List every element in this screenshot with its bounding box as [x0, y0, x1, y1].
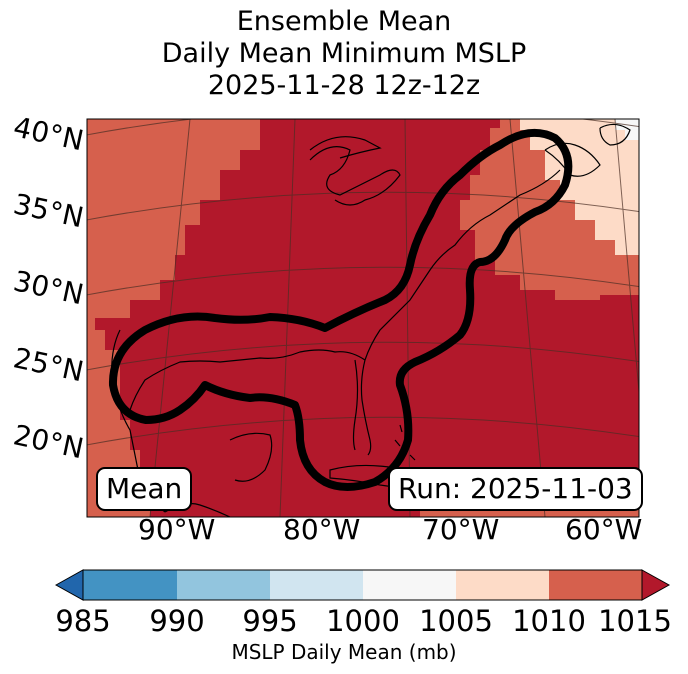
- contour-1010mb: [108, 128, 573, 491]
- pressure-field-above-1015: [87, 119, 639, 517]
- colorbar-995-1000: [270, 570, 363, 600]
- lon-label-70: 70°W: [422, 513, 500, 546]
- coastlines: [111, 123, 631, 517]
- bahamas: [394, 424, 416, 461]
- gulf-coast: [129, 349, 366, 411]
- lon-label-60: 60°W: [565, 513, 643, 546]
- east-coast: [360, 169, 561, 456]
- title-line-1: Ensemble Mean: [236, 6, 452, 37]
- colorbar: [54, 569, 671, 601]
- colorbar-label: MSLP Daily Mean (mb): [231, 640, 457, 664]
- colorbar-tick-1000: 1000: [326, 604, 400, 638]
- colorbar-tick-985: 985: [55, 604, 111, 638]
- colorbar-tick-995: 995: [242, 604, 298, 638]
- title-line-3: 2025-11-28 12z-12z: [207, 70, 481, 101]
- florida: [352, 359, 359, 451]
- colorbar-985-990: [83, 570, 177, 600]
- colorbar-tick-1015: 1015: [598, 604, 672, 638]
- mean-label-box: Mean: [96, 467, 193, 511]
- colorbar-tick-990: 990: [149, 604, 205, 638]
- colorbar-990-995: [177, 570, 270, 600]
- colorbar-below-triangle: [54, 569, 84, 601]
- map-frame: [86, 118, 640, 518]
- colorbar-tick-1010: 1010: [512, 604, 586, 638]
- lon-label-90: 90°W: [138, 513, 216, 546]
- pressure-field-nw-1010-1015: [87, 140, 130, 190]
- colorbar-frame: [82, 569, 643, 601]
- yucatan: [229, 432, 273, 482]
- title-line-2: Daily Mean Minimum MSLP: [161, 38, 527, 69]
- colorbar-tick-1005: 1005: [419, 604, 493, 638]
- newfoundland: [599, 123, 631, 146]
- lake-superior: [309, 136, 382, 159]
- colorbar-above-triangle: [641, 569, 671, 601]
- colorbar-1005-1010: [456, 570, 549, 600]
- run-date-box: Run: 2025-11-03: [388, 467, 643, 511]
- map: [86, 118, 640, 518]
- maritimes: [544, 142, 601, 177]
- great-lakes: [309, 146, 401, 206]
- colorbar-1010-1015: [549, 570, 642, 600]
- colorbar-1000-1005: [363, 570, 456, 600]
- lon-label-80: 80°W: [283, 513, 361, 546]
